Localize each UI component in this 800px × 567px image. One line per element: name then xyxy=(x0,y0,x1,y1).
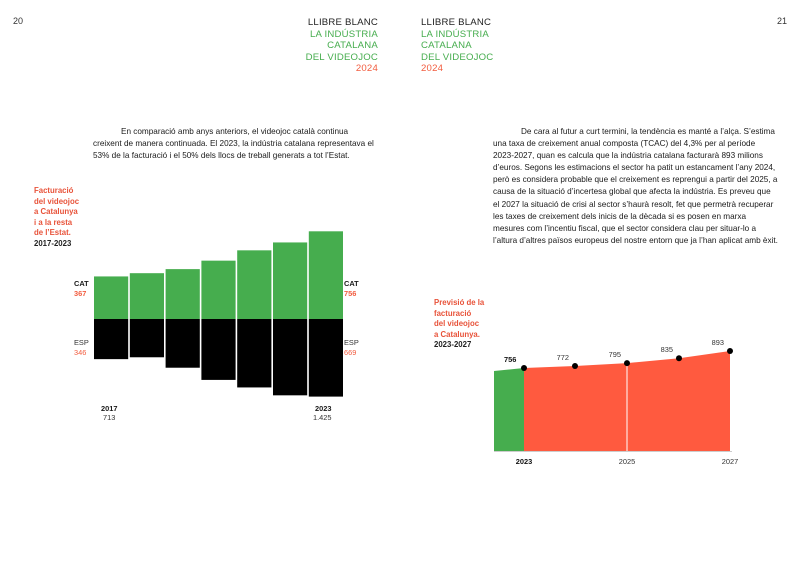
year-start-label: 2017 xyxy=(101,404,118,413)
cat-end-value: 756 xyxy=(344,289,357,298)
esp-start-value: 346 xyxy=(74,348,87,357)
value-label-2025: 795 xyxy=(609,350,621,359)
bar-esp-2020 xyxy=(201,319,236,380)
chart-title-line: del videojoc xyxy=(434,319,480,329)
header-book-title: LLIBRE BLANC xyxy=(307,17,378,28)
page-number-left: 20 xyxy=(13,16,24,26)
header-book-title: LLIBRE BLANC xyxy=(421,17,492,28)
header-subtitle-line1: LA INDÚSTRIA xyxy=(421,28,489,40)
chart-title-line: i a la resta xyxy=(34,217,73,227)
chart-years: 2017-2023 xyxy=(34,238,72,248)
cat-label-right: CAT xyxy=(344,279,359,288)
chart-title-line: facturació xyxy=(434,308,472,318)
left-body-text: En comparació amb anys anteriors, el vid… xyxy=(93,126,375,162)
point-2025 xyxy=(624,360,630,367)
x-tick-2023: 2023 xyxy=(516,457,532,466)
header-subtitle-line2: CATALANA xyxy=(421,40,472,52)
running-header-right: LLIBRE BLANC LA INDÚSTRIA CATALANA DEL V… xyxy=(421,17,493,75)
value-label-2024: 772 xyxy=(557,353,569,362)
bar-cat-2017 xyxy=(94,276,129,319)
header-subtitle-line1: LA INDÚSTRIA xyxy=(310,28,378,40)
bar-esp-2023 xyxy=(308,319,343,397)
x-tick-2025: 2025 xyxy=(619,457,635,466)
total-start-value: 713 xyxy=(103,413,116,422)
year-end-label: 2023 xyxy=(315,404,332,413)
value-label-2026: 835 xyxy=(661,345,673,354)
chart-title-line: del videojoc xyxy=(34,196,80,206)
total-end-value: 1.425 xyxy=(313,413,332,422)
point-2023 xyxy=(521,365,527,371)
esp-label-left: ESP xyxy=(74,338,89,347)
right-body-text: De cara al futur a curt termini, la tend… xyxy=(493,126,778,247)
left-paragraph: En comparació amb anys anteriors, el vid… xyxy=(93,127,374,161)
point-2024 xyxy=(572,363,578,370)
value-label-2023: 756 xyxy=(504,355,516,364)
header-year: 2024 xyxy=(421,63,444,75)
header-year: 2024 xyxy=(355,63,378,75)
running-header-left: LLIBRE BLANC LA INDÚSTRIA CATALANA DEL V… xyxy=(306,17,378,75)
page-number-right: 21 xyxy=(776,16,787,26)
bar-cat-2023 xyxy=(308,231,343,319)
bar-esp-2018 xyxy=(129,319,164,358)
actual-area-2023 xyxy=(494,368,524,451)
bar-esp-2021 xyxy=(237,319,272,388)
right-paragraph: De cara al futur a curt termini, la tend… xyxy=(493,127,778,245)
point-2026 xyxy=(676,355,682,362)
bar-cat-2020 xyxy=(201,260,236,319)
bar-esp-2019 xyxy=(165,319,200,368)
right-chart-title: Previsió de la facturació del videojoc a… xyxy=(434,298,484,351)
chart-title-line: a Catalunya. xyxy=(434,329,480,339)
bar-cat-2018 xyxy=(129,273,164,319)
header-subtitle-line3: DEL VIDEOJOC xyxy=(305,51,378,63)
chart-years: 2023-2027 xyxy=(434,340,472,350)
chart-title-line: a Catalunya xyxy=(34,207,78,217)
right-area-chart: 756 772 795 835 893 2023 2025 2027 xyxy=(494,338,738,466)
esp-end-value: 669 xyxy=(344,348,357,357)
bar-esp-2017 xyxy=(94,319,129,360)
esp-label-right: ESP xyxy=(344,338,359,347)
cat-label-left: CAT xyxy=(74,279,89,288)
value-label-2027: 893 xyxy=(712,338,724,347)
bar-esp-2022 xyxy=(273,319,308,396)
bar-cat-2021 xyxy=(237,250,272,319)
cat-start-value: 367 xyxy=(74,289,87,298)
chart-title-line: Previsió de la xyxy=(434,298,485,307)
chart-title-line: de l’Estat. xyxy=(34,228,71,238)
x-tick-2027: 2027 xyxy=(722,457,738,466)
point-2027 xyxy=(727,348,733,355)
header-subtitle-line3: DEL VIDEOJOC xyxy=(421,51,494,63)
bar-cat-2022 xyxy=(273,242,308,319)
chart-title-line: Facturació xyxy=(34,186,74,195)
bar-cat-2019 xyxy=(165,269,200,319)
header-subtitle-line2: CATALANA xyxy=(327,40,378,52)
left-chart-title: Facturació del videojoc a Catalunya i a … xyxy=(34,186,79,250)
left-bar-chart xyxy=(94,231,343,397)
